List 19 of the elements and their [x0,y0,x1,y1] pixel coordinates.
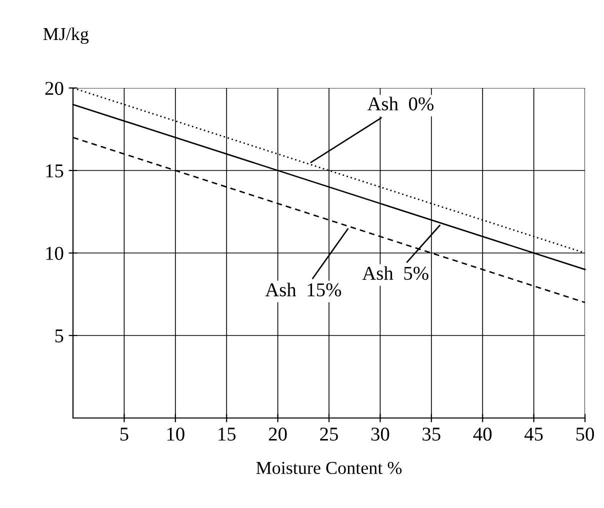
x-tick-label: 10 [167,428,184,441]
y-tick-label: 5 [55,330,64,342]
x-tick-label: 30 [371,428,390,441]
x-tick-label: 50 [576,428,594,441]
x-tick-label: 5 [120,428,128,441]
x-tick-label: 25 [320,428,338,441]
y-tick-label: 10 [46,246,64,260]
annotation: Ash 5% [362,266,428,280]
y-axis-title: MJ/kg [43,27,89,44]
x-tick-label: 20 [268,428,287,441]
y-tick-label: 20 [45,82,64,95]
annotation: Ash 0% [367,96,434,111]
x-tick-label: 45 [524,428,543,441]
x-axis-title: Moisture Content % [256,462,402,474]
y-tick-label: 15 [46,164,64,178]
x-tick-label: 15 [218,428,236,441]
annotation: Ash 15% [265,282,342,296]
x-tick-label: 40 [473,428,492,441]
x-tick-label: 35 [422,428,440,441]
